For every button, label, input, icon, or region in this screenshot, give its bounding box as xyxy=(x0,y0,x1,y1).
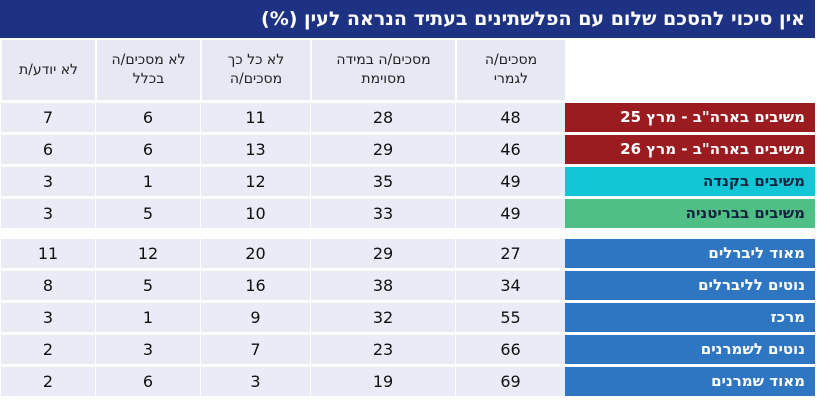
column-header-line: מסכים/ה במידה xyxy=(336,52,431,68)
cell-value: 2 xyxy=(0,335,95,364)
cell-value: 49 xyxy=(455,199,565,228)
column-header: מסכים/ה לגמרי xyxy=(455,40,565,100)
header-spacer xyxy=(565,40,815,100)
cell-value: 3 xyxy=(0,167,95,196)
cell-value: 12 xyxy=(95,239,200,268)
cell-value: 55 xyxy=(455,303,565,332)
row-label: נוטים לליברלים xyxy=(565,271,815,300)
cell-value: 2 xyxy=(0,367,95,396)
cell-value: 7 xyxy=(0,103,95,132)
cell-value: 5 xyxy=(95,271,200,300)
cell-value: 28 xyxy=(310,103,455,132)
cell-value: 66 xyxy=(455,335,565,364)
column-header: לא יודע/ת xyxy=(0,40,95,100)
cell-value: 48 xyxy=(455,103,565,132)
row-label: משיבים בקנדה xyxy=(565,167,815,196)
row-label: מאוד שמרנים xyxy=(565,367,815,396)
column-header-line: מסכים/ה xyxy=(229,71,283,87)
row-background xyxy=(0,271,565,300)
cell-value: 11 xyxy=(0,239,95,268)
cell-value: 8 xyxy=(0,271,95,300)
cell-value: 6 xyxy=(95,367,200,396)
row-label: מאוד ליברלים xyxy=(565,239,815,268)
cell-value: 11 xyxy=(200,103,310,132)
column-header-line: בכלל xyxy=(132,71,165,87)
row-label: נוטים לשמרנים xyxy=(565,335,815,364)
row-background xyxy=(0,135,565,164)
row-label: משיבים בבריטניה xyxy=(565,199,815,228)
cell-value: 29 xyxy=(310,239,455,268)
column-header-line: לא כל כך xyxy=(227,52,285,68)
cell-value: 5 xyxy=(95,199,200,228)
cell-value: 32 xyxy=(310,303,455,332)
column-header-line: לגמרי xyxy=(493,71,529,87)
row-label: משיבים בארה"ב - מרץ 25 xyxy=(565,103,815,132)
title-bar: אין סיכוי להסכם שלום עם הפלשתינים בעתיד … xyxy=(0,0,815,38)
row-label: מרכז xyxy=(565,303,815,332)
row-background xyxy=(0,335,565,364)
cell-value: 35 xyxy=(310,167,455,196)
cell-value: 6 xyxy=(95,135,200,164)
cell-value: 16 xyxy=(200,271,310,300)
column-header-line: לא יודע/ת xyxy=(18,61,79,78)
cell-value: 1 xyxy=(95,167,200,196)
cell-value: 34 xyxy=(455,271,565,300)
cell-value: 33 xyxy=(310,199,455,228)
cell-value: 7 xyxy=(200,335,310,364)
row-background xyxy=(0,199,565,228)
cell-value: 49 xyxy=(455,167,565,196)
cell-value: 20 xyxy=(200,239,310,268)
cell-value: 29 xyxy=(310,135,455,164)
cell-value: 46 xyxy=(455,135,565,164)
column-header-line: לא מסכים/ה xyxy=(111,52,186,68)
cell-value: 27 xyxy=(455,239,565,268)
cell-value: 13 xyxy=(200,135,310,164)
cell-value: 9 xyxy=(200,303,310,332)
column-header-line: מסכים/ה xyxy=(484,52,538,68)
cell-value: 38 xyxy=(310,271,455,300)
cell-value: 3 xyxy=(95,335,200,364)
cell-value: 3 xyxy=(200,367,310,396)
row-background xyxy=(0,303,565,332)
cell-value: 23 xyxy=(310,335,455,364)
column-header: מסכים/ה במידה מסוימת xyxy=(310,40,455,100)
row-label: משיבים בארה"ב - מרץ 26 xyxy=(565,135,815,164)
column-header: לא כל כך מסכים/ה xyxy=(200,40,310,100)
cell-value: 6 xyxy=(95,103,200,132)
cell-value: 1 xyxy=(95,303,200,332)
row-background xyxy=(0,103,565,132)
cell-value: 12 xyxy=(200,167,310,196)
row-background xyxy=(0,167,565,196)
cell-value: 69 xyxy=(455,367,565,396)
row-background xyxy=(0,367,565,396)
row-background xyxy=(0,239,565,268)
column-header-line: מסוימת xyxy=(361,71,406,87)
column-header: לא מסכים/ה בכלל xyxy=(95,40,200,100)
cell-value: 3 xyxy=(0,303,95,332)
cell-value: 10 xyxy=(200,199,310,228)
cell-value: 3 xyxy=(0,199,95,228)
cell-value: 19 xyxy=(310,367,455,396)
cell-value: 6 xyxy=(0,135,95,164)
